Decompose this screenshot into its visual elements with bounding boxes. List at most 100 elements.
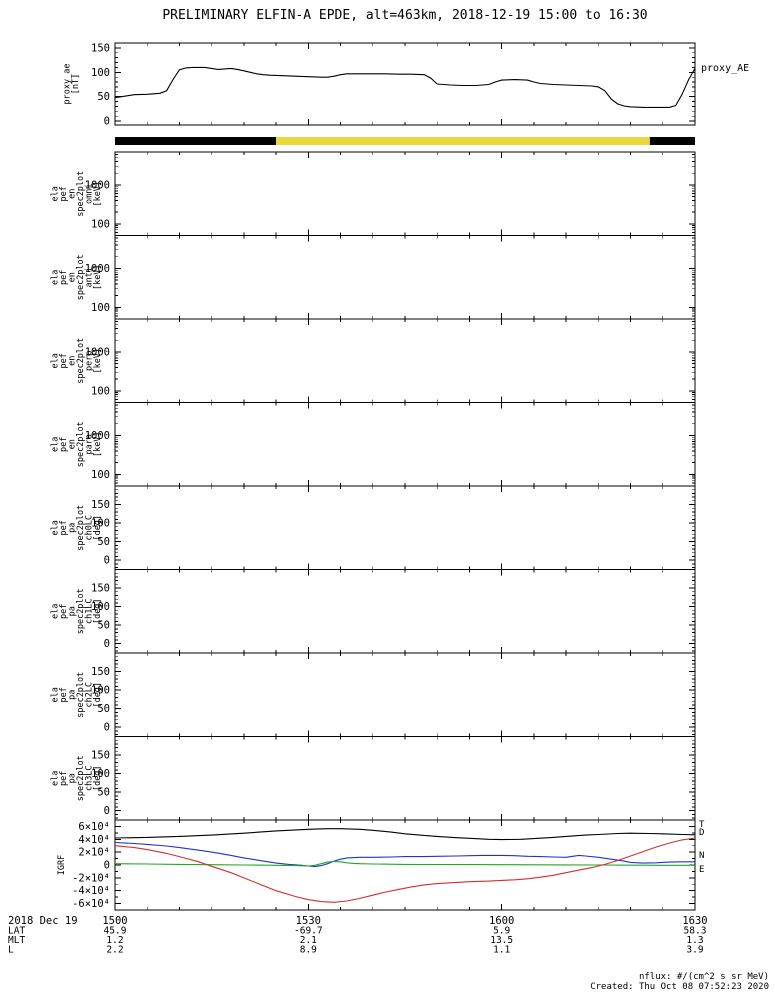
- y-axis-label: ch1LC: [85, 598, 95, 624]
- x-tick-label: 1500: [102, 915, 127, 927]
- y-tick-label: 1000: [85, 346, 110, 358]
- y-axis-label: [keV]: [93, 348, 103, 374]
- y-tick-label: 50: [97, 620, 110, 632]
- series-E: [114, 860, 695, 867]
- date-label: 2018 Dec 19: [8, 915, 78, 927]
- y-tick-label: 50: [97, 91, 110, 103]
- y-tick-label: 4×10⁴: [78, 834, 110, 846]
- y-tick-label: 0: [104, 638, 110, 650]
- y-axis-label: ch3LC: [85, 765, 95, 791]
- survey-mode-segment: [276, 137, 650, 145]
- y-axis-label: pa: [68, 690, 78, 700]
- y-axis-label: spec2plot: [76, 171, 86, 217]
- y-axis-label: [deg]: [93, 765, 103, 791]
- y-axis-label: ela: [51, 520, 61, 535]
- ephemeris-value: 5.9: [493, 926, 510, 937]
- nflux-units-note: nflux: #/(cm^2 s sr MeV): [638, 972, 769, 982]
- x-tick-label: 1600: [489, 915, 514, 927]
- y-tick-label: 150: [91, 42, 110, 54]
- ephemeris-value: 1.2: [106, 935, 123, 946]
- ephemeris-value: 13.5: [490, 935, 513, 946]
- y-axis-label: en: [68, 439, 78, 449]
- y-axis-label: [deg]: [93, 598, 103, 624]
- y-axis-label: ela: [51, 687, 61, 702]
- y-axis-label: pef: [59, 687, 69, 702]
- series-label-D: D: [699, 828, 704, 838]
- y-tick-label: 2×10⁴: [78, 847, 110, 859]
- y-axis-label: proxy_ae: [63, 64, 73, 105]
- proxy-ae-series-label: proxy_AE: [701, 63, 750, 74]
- y-tick-label: 100: [91, 385, 110, 397]
- y-axis-label: pa: [68, 606, 78, 616]
- y-axis-label: spec2plot: [76, 254, 86, 300]
- y-tick-label: 150: [91, 666, 110, 678]
- series-proxy_AE: [114, 66, 696, 108]
- y-axis-label: anti: [85, 267, 95, 287]
- y-axis-label: [keV]: [93, 264, 103, 290]
- ephemeris-value: 2.2: [106, 945, 123, 956]
- y-axis-label: [nT]: [71, 74, 81, 94]
- y-axis-label: en: [68, 356, 78, 366]
- y-axis-label: [deg]: [93, 682, 103, 708]
- ephemeris-value: 45.9: [104, 926, 127, 937]
- y-tick-label: 1000: [85, 179, 110, 191]
- y-tick-label: 100: [91, 469, 110, 481]
- y-tick-label: 100: [91, 518, 110, 530]
- y-axis-label: pef: [59, 604, 69, 619]
- plot-title: PRELIMINARY ELFIN-A EPDE, alt=463km, 201…: [162, 8, 648, 23]
- y-axis-label: pa: [68, 773, 78, 783]
- y-tick-label: 100: [91, 302, 110, 314]
- y-axis-label: spec2plot: [76, 755, 86, 801]
- series-label-E: E: [699, 865, 704, 875]
- y-tick-label: 1000: [85, 430, 110, 442]
- survey-mode-segment: [115, 137, 277, 145]
- y-axis-label: ch2LC: [85, 682, 95, 708]
- y-axis-label: ela: [51, 270, 61, 285]
- y-tick-label: -2×10⁴: [72, 872, 110, 884]
- y-axis-label: [keV]: [93, 431, 103, 457]
- y-axis-label: en: [68, 272, 78, 282]
- y-tick-label: 150: [91, 750, 110, 762]
- survey-mode-segment: [649, 137, 695, 145]
- y-axis-label: ela: [51, 604, 61, 619]
- y-axis-label: ela: [51, 437, 61, 452]
- ephemeris-value: 8.9: [300, 945, 317, 956]
- series-T: [114, 828, 696, 841]
- y-tick-label: 100: [91, 67, 110, 79]
- y-tick-label: 150: [91, 583, 110, 595]
- y-tick-label: 1000: [85, 263, 110, 275]
- y-axis-label: pef: [59, 771, 69, 786]
- ephemeris-value: 1.1: [493, 945, 510, 956]
- y-axis-label: ch0LC: [85, 515, 95, 541]
- y-axis-label: [keV]: [93, 181, 103, 207]
- created-timestamp: Created: Thu Oct 08 07:52:23 2020: [590, 982, 769, 992]
- series-label-T: T: [699, 820, 705, 830]
- ephemeris-value: 58.3: [684, 926, 707, 937]
- y-axis-label: perp: [85, 351, 95, 371]
- y-axis-label: ela: [51, 771, 61, 786]
- y-axis-label: en: [68, 189, 78, 199]
- y-axis-label: omni: [85, 184, 95, 204]
- ephemeris-row-name: LAT: [8, 926, 25, 937]
- ephemeris-row-name: MLT: [8, 935, 25, 946]
- y-tick-label: 100: [91, 601, 110, 613]
- y-axis-label: pef: [59, 353, 69, 368]
- y-axis-label: ela: [51, 353, 61, 368]
- y-tick-label: 100: [91, 768, 110, 780]
- y-axis-label: ela: [51, 186, 61, 201]
- y-axis-label: para: [85, 434, 95, 454]
- y-tick-label: 6×10⁴: [78, 821, 110, 833]
- ephemeris-value: 3.9: [686, 945, 703, 956]
- ephemeris-value: -69.7: [294, 926, 323, 937]
